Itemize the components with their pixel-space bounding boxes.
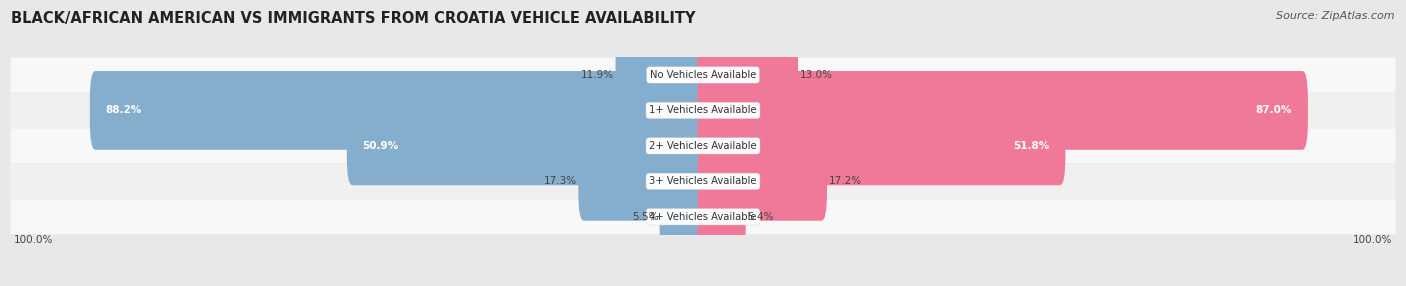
FancyBboxPatch shape	[11, 93, 1395, 128]
FancyBboxPatch shape	[578, 142, 709, 221]
FancyBboxPatch shape	[659, 177, 709, 256]
Text: BLACK/AFRICAN AMERICAN VS IMMIGRANTS FROM CROATIA VEHICLE AVAILABILITY: BLACK/AFRICAN AMERICAN VS IMMIGRANTS FRO…	[11, 11, 696, 26]
FancyBboxPatch shape	[697, 35, 799, 114]
Text: No Vehicles Available: No Vehicles Available	[650, 70, 756, 80]
Text: 4+ Vehicles Available: 4+ Vehicles Available	[650, 212, 756, 222]
Text: 88.2%: 88.2%	[105, 106, 142, 115]
FancyBboxPatch shape	[90, 71, 709, 150]
FancyBboxPatch shape	[697, 106, 1066, 185]
Text: 2+ Vehicles Available: 2+ Vehicles Available	[650, 141, 756, 151]
FancyBboxPatch shape	[11, 128, 1395, 163]
Text: 13.0%: 13.0%	[800, 70, 832, 80]
FancyBboxPatch shape	[11, 164, 1395, 199]
Text: 100.0%: 100.0%	[1353, 235, 1392, 245]
FancyBboxPatch shape	[697, 71, 1308, 150]
Text: 50.9%: 50.9%	[363, 141, 399, 151]
Text: 17.3%: 17.3%	[544, 176, 576, 186]
Text: 1+ Vehicles Available: 1+ Vehicles Available	[650, 106, 756, 115]
Text: Source: ZipAtlas.com: Source: ZipAtlas.com	[1277, 11, 1395, 21]
Text: 5.4%: 5.4%	[747, 212, 773, 222]
Text: 11.9%: 11.9%	[581, 70, 614, 80]
FancyBboxPatch shape	[616, 35, 709, 114]
FancyBboxPatch shape	[11, 57, 1395, 92]
Text: 87.0%: 87.0%	[1256, 106, 1292, 115]
Text: 51.8%: 51.8%	[1014, 141, 1049, 151]
Text: 100.0%: 100.0%	[14, 235, 53, 245]
FancyBboxPatch shape	[697, 177, 745, 256]
FancyBboxPatch shape	[697, 142, 827, 221]
FancyBboxPatch shape	[347, 106, 709, 185]
Text: 17.2%: 17.2%	[828, 176, 862, 186]
Text: 5.5%: 5.5%	[631, 212, 658, 222]
Text: 3+ Vehicles Available: 3+ Vehicles Available	[650, 176, 756, 186]
FancyBboxPatch shape	[11, 199, 1395, 234]
